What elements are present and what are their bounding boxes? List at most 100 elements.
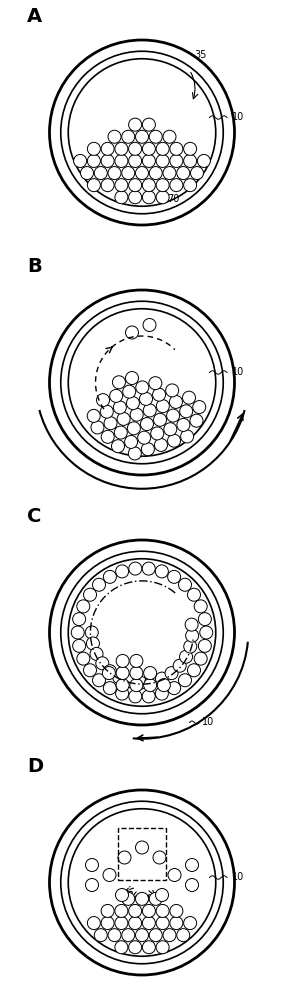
Circle shape [170,395,182,408]
Circle shape [129,562,142,575]
Circle shape [179,650,193,663]
Circle shape [178,578,191,591]
Circle shape [103,682,116,695]
Circle shape [130,654,143,667]
Circle shape [129,179,142,192]
Circle shape [197,154,210,167]
Circle shape [123,675,136,688]
Circle shape [170,142,183,155]
Circle shape [83,588,97,601]
Circle shape [163,130,176,143]
Circle shape [73,613,86,626]
Circle shape [156,154,169,167]
Text: A: A [27,7,42,26]
Circle shape [149,130,162,143]
Circle shape [71,626,84,639]
Circle shape [194,600,207,613]
Circle shape [138,431,151,444]
Circle shape [144,667,156,680]
Circle shape [85,858,99,871]
Text: D: D [27,758,43,776]
Circle shape [116,654,129,667]
Circle shape [170,154,183,167]
Circle shape [155,687,168,700]
Circle shape [93,578,106,591]
Circle shape [184,917,197,930]
Circle shape [184,179,197,192]
Circle shape [184,154,197,167]
Circle shape [181,430,194,443]
Circle shape [103,868,116,882]
Circle shape [115,904,128,917]
Circle shape [198,639,211,652]
Circle shape [73,639,86,652]
Circle shape [129,118,142,131]
Circle shape [142,904,155,917]
Circle shape [97,394,110,407]
Circle shape [177,929,190,942]
Circle shape [83,664,97,677]
Circle shape [117,412,130,425]
Circle shape [156,142,169,155]
Circle shape [90,647,103,660]
Circle shape [86,637,99,650]
Circle shape [163,929,176,942]
Circle shape [129,690,142,703]
Circle shape [168,868,181,882]
Circle shape [187,664,201,677]
Circle shape [149,167,162,180]
Circle shape [129,154,142,167]
Circle shape [122,929,135,942]
Circle shape [184,640,197,653]
Circle shape [142,179,155,192]
Circle shape [101,917,114,930]
Circle shape [134,676,147,689]
Bar [118,828,166,880]
Circle shape [118,851,131,864]
Circle shape [183,391,195,404]
Text: 70: 70 [167,194,179,205]
Circle shape [122,167,135,180]
Circle shape [128,422,140,435]
Circle shape [94,929,107,942]
Circle shape [139,392,153,405]
Circle shape [100,405,113,418]
Circle shape [163,167,176,180]
Circle shape [108,130,121,143]
Circle shape [168,434,181,447]
Circle shape [155,565,168,578]
Circle shape [103,570,116,583]
Circle shape [135,929,149,942]
Circle shape [136,381,149,394]
Circle shape [184,142,197,155]
Circle shape [165,667,178,680]
Circle shape [130,408,143,421]
Circle shape [129,904,142,917]
Circle shape [116,687,129,700]
Circle shape [115,917,128,930]
Circle shape [113,401,126,414]
Circle shape [190,414,203,427]
Circle shape [200,626,213,639]
Circle shape [108,929,121,942]
Circle shape [168,570,181,583]
Circle shape [128,447,141,460]
Circle shape [151,427,164,440]
Circle shape [80,167,93,180]
Text: C: C [27,508,41,526]
Circle shape [166,384,179,397]
Circle shape [85,879,99,892]
Circle shape [153,388,166,401]
Circle shape [126,397,139,410]
Circle shape [185,618,198,631]
Circle shape [185,858,199,871]
Circle shape [168,682,181,695]
Circle shape [87,142,100,155]
Circle shape [170,904,183,917]
Circle shape [144,679,156,692]
Circle shape [130,667,143,680]
Circle shape [143,318,156,332]
Circle shape [180,405,193,418]
Circle shape [149,377,162,390]
Text: 10: 10 [232,112,244,122]
